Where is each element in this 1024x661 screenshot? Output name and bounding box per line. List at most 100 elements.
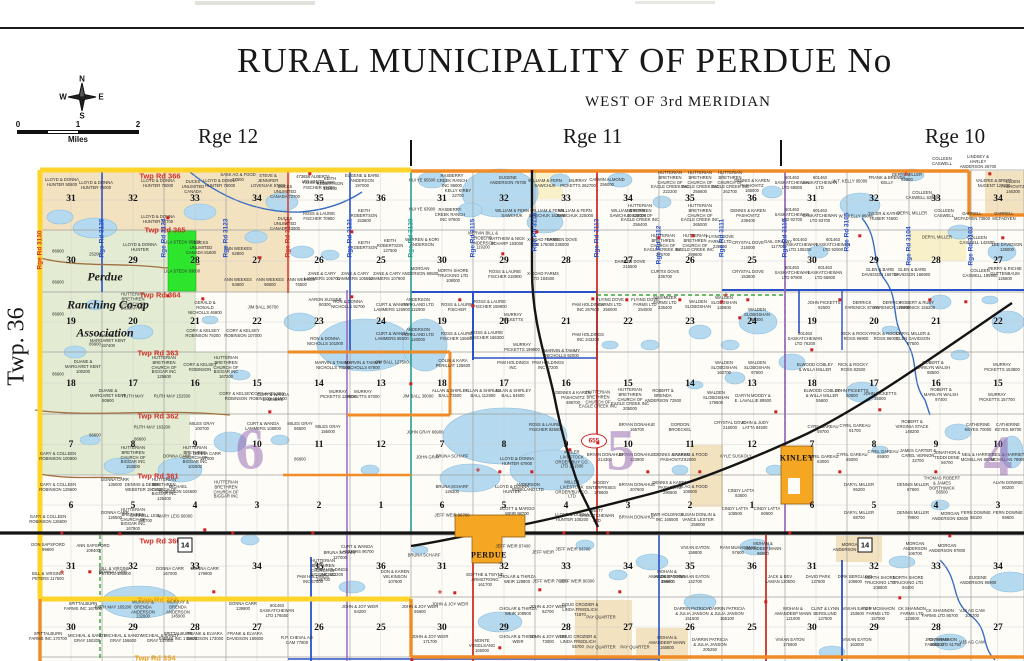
map-title: RURAL MUNICIPALITY OF PERDUE No <box>237 41 893 80</box>
parcel-label: FLYING DOVE FARMS LTD 256000 <box>596 296 624 312</box>
parcel-label: MERVIN BILL & ROBERT ANDERSON 119200 <box>468 230 498 250</box>
rge-road-label: Rge Rd 3121 <box>346 218 354 258</box>
section-number: 24 <box>747 317 757 327</box>
section-number: 22 <box>993 317 1003 327</box>
range-label-11: Rge 11 <box>563 124 623 148</box>
road-trail <box>39 473 123 479</box>
yard-site-dot <box>350 230 354 234</box>
section-number: 14 <box>314 379 324 389</box>
lake <box>411 545 429 555</box>
parcel-label: SPITTALBURN FARMS INC 176500 <box>159 631 197 641</box>
section-number: 1 <box>749 501 755 511</box>
parcel-label: AARON SUSSER 80300 <box>308 297 342 307</box>
section-number: 35 <box>314 194 324 204</box>
parcel-label: LLOYD & DONNA HUNTER 76000 <box>141 178 175 188</box>
parcel-label: DENNIS MILLER 79900 <box>896 510 930 520</box>
rge-road-label: Rge Rd 3103 <box>967 226 975 266</box>
parcel-label: MOHAN & AMANDEEP MANN 121000 <box>774 605 812 621</box>
rge-road-label: Rge Rd 3124 <box>160 218 168 258</box>
parcel-label: DERRICK FARENICK 87600 <box>845 300 879 310</box>
yard-site-dot <box>568 448 572 452</box>
parcel-label: JOHN GRAY <box>415 454 441 460</box>
parcel-label: GAIL GRASBY 117700 <box>763 239 792 249</box>
parcel-label: JEFF WEIR 76600 <box>532 578 568 584</box>
yard-site-dot <box>691 234 695 238</box>
parcel-label: LILA STECK 95600 <box>163 239 201 245</box>
parcel-label: MOHAN & AMANDEEP MANN 95500 <box>744 540 782 556</box>
parcel-label: HUTTERIAN BRETHREN CHURCH OF BIGGAR INC … <box>151 476 177 502</box>
yard-site-dot <box>618 590 622 594</box>
lake <box>360 464 380 476</box>
division-numeral: 5 <box>606 417 636 483</box>
yard-site-dot <box>964 300 968 304</box>
section-number: 21 <box>931 317 941 327</box>
lake <box>575 539 595 551</box>
parcel-label: 86600 <box>134 436 146 442</box>
parcel-label: ROBERT & VIRGINIA STACK 148200 <box>895 418 929 434</box>
section-number: 34 <box>623 194 633 204</box>
lake <box>933 633 967 651</box>
section-number: 12 <box>747 440 757 450</box>
parcel-label: ZANE & CARY LAMMERS 105500 <box>337 271 373 281</box>
parcel-label: DON SAPSFORD 99600 <box>31 542 65 552</box>
highway-shield-14: 14 <box>177 537 193 553</box>
parcel-label: LLOYD & DONNA HUNTER 76000 <box>79 180 113 190</box>
parcel-label: LINDSEY & HARLEY ANDERSON 26700 <box>959 153 997 169</box>
parcel-label: SUSAN DONLIN & VANCE LESTER 259000 <box>680 511 716 527</box>
parcel-label: DARRIN PATRICIA & JULIA JANSON 205250 <box>692 636 728 652</box>
parcel-label: MILLER LIVESTOCK ORDER/BUY CO. LTD <box>555 479 589 499</box>
town-kinley-shape <box>780 445 814 505</box>
section-number: 31 <box>807 562 817 572</box>
lake <box>724 371 746 385</box>
parcel-label: COLLEEN CASWELL 62600 <box>905 190 939 200</box>
yard-site-dot <box>948 534 952 538</box>
parcel-label: ZANE & CARY LAMMERS 105700 <box>304 271 340 281</box>
section-number: 36 <box>747 562 757 572</box>
parcel-label: MARVIN & TAMMY NICHOLLS 67800 <box>344 360 382 370</box>
section-number: 3 <box>254 501 260 511</box>
parcel-label: JOHN & JUDY LATTA 84500 <box>741 420 769 430</box>
parcel-label: HUTTERIAN BRETHREN CHURCH OF BIGGAR INC … <box>151 354 177 380</box>
yard-site-dot <box>201 297 205 301</box>
parcel-label: ALLAN & SHIRLEY BALL 112900 <box>464 388 502 398</box>
parcel-label: DUCKS UNLIMITED CANADA 72700 <box>269 183 301 199</box>
parcel-label: MICHEAL & SANDY GRAY 147800 <box>141 633 180 643</box>
section-number: 28 <box>931 623 941 633</box>
parcel-label: FERN DOWNIE 88100 <box>961 510 991 520</box>
section-number: 14 <box>685 379 695 389</box>
section-number: 16 <box>931 379 941 389</box>
section-number: 12 <box>376 440 386 450</box>
parcel-label: DONNA CARR 179900 <box>191 566 219 576</box>
tinted-parcel <box>196 231 290 292</box>
parcel-label: ALLAN & SHIRLEY BALL 73500 <box>431 388 469 398</box>
section-number: 28 <box>561 256 571 266</box>
parcel-label: DARREN DOVE 216500 <box>614 259 646 269</box>
section-number: 35 <box>685 194 695 204</box>
parcel-label: HUTTERIAN BRETHREN CHURCH OF BIGGAR INC … <box>310 557 336 583</box>
parcel-label: DONNA CARR 139900 <box>229 601 257 611</box>
section-number: 10 <box>623 440 633 450</box>
creek <box>861 217 931 416</box>
section-number: 35 <box>314 562 324 572</box>
lake <box>950 349 970 361</box>
parcel-label: MORGAN ANDERSON 82600 <box>931 511 969 521</box>
yard-site-dot <box>678 298 682 302</box>
parcel-label: MURRAY PICKETTS 67000 <box>346 389 380 399</box>
parcel-label: 601463 SASKATCHEWAN LTD 92700 <box>774 206 810 222</box>
parcel-label: HUTTERIAN BRETHREN CHURCH OF EAGLE CREEK… <box>711 169 749 195</box>
parcel-label: JACK & BEV LAMAN 130500 <box>765 574 795 584</box>
parcel-label: COLLEEN CASWELL 142500 <box>959 235 995 245</box>
parcel-label: BRUNA SCHARF <box>435 453 469 459</box>
parcel-label: BRUNA SCHARF 128300 <box>435 484 469 494</box>
top-scan-mark <box>635 1 715 4</box>
parcel-label: VIVIAN EATON 142700 <box>680 574 710 584</box>
parcel-label: RUTH MAY 163200 <box>133 424 171 430</box>
yard-site-dot <box>606 531 610 535</box>
parcel-label: CATHERINE KEYES 58700 <box>994 422 1022 432</box>
yard-site-dot <box>838 470 842 474</box>
parcel-label: ANN SAPSFORD 109400 <box>76 543 110 553</box>
parcel-label: 86600 <box>89 341 101 347</box>
parcel-label: DARRELL LEIS 136700 <box>130 513 160 523</box>
parcel-label: PWR HOLDINGS INC 165500 <box>650 512 684 522</box>
parcel-label: MICHEAL & SANDY GRAY 156600 <box>104 633 143 643</box>
